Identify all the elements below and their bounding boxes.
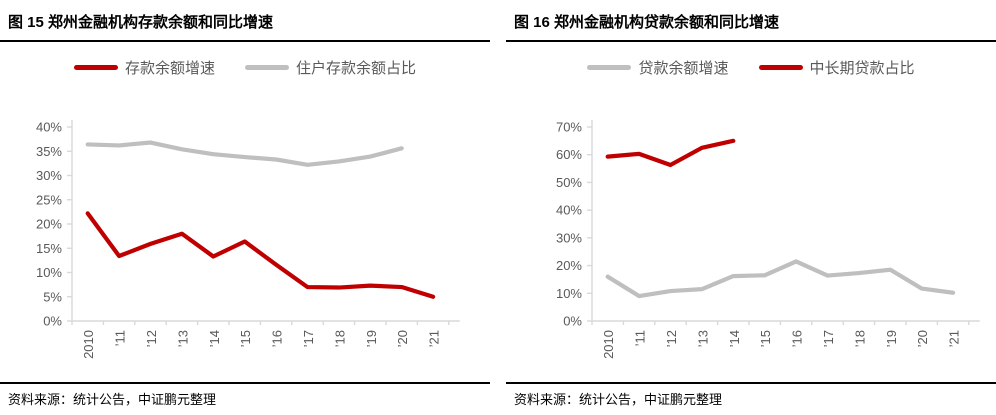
x-tick-label: ’18 — [852, 330, 867, 347]
x-tick-label: 2010 — [601, 330, 616, 359]
loan-chart-svg: 0% 10% 20% 30% 40% 50% 60% 70% 2010 ’11 ’12 ’13 ’14 ’… — [556, 120, 980, 359]
y-tick-label: 15% — [36, 241, 62, 256]
y-tick-label: 30% — [556, 230, 582, 245]
y-tick-label: 20% — [36, 217, 62, 232]
x-tick-label: ’17 — [821, 330, 836, 347]
legend-label: 中长期贷款占比 — [809, 59, 915, 77]
x-tick-label: ’11 — [113, 330, 128, 346]
gray-line-swatch — [587, 64, 632, 70]
legend-item-household-deposit-share: 住户存款余额占比 — [245, 57, 416, 78]
x-tick-label: ’14 — [727, 330, 742, 347]
x-tick-label: ’21 — [947, 330, 962, 347]
figure-15-title: 图 15 郑州金融机构存款余额和同比增速 — [8, 14, 274, 31]
legend-label: 贷款余额增速 — [638, 59, 729, 77]
y-tick-label: 40% — [36, 120, 62, 135]
source-divider — [506, 382, 996, 384]
figure-16-source: 资料来源：统计公告，中证鹏元整理 — [514, 392, 723, 407]
y-tick-label: 70% — [556, 120, 582, 135]
red-line-swatch — [758, 64, 803, 70]
x-tick-label: ’20 — [395, 330, 410, 347]
y-tick-label: 10% — [556, 286, 582, 301]
legend-item-deposit-growth: 存款余额增速 — [73, 57, 215, 78]
x-tick-label: ’21 — [427, 330, 442, 347]
x-tick-label: ’14 — [207, 330, 222, 347]
figure-15-source: 资料来源：统计公告，中证鹏元整理 — [8, 392, 217, 407]
x-tick-label: ’18 — [332, 330, 347, 347]
x-tick-label: ’17 — [301, 330, 316, 347]
x-tick-label: ’11 — [633, 330, 648, 346]
x-tick-label: ’12 — [664, 330, 679, 347]
y-tick-label: 20% — [556, 258, 582, 273]
legend-item-loan-growth: 贷款余额增速 — [587, 57, 729, 78]
source-divider — [0, 382, 490, 384]
title-divider — [506, 40, 996, 42]
red-line-swatch — [73, 64, 118, 70]
x-tick-label: ’19 — [364, 330, 379, 347]
figure-16-legend: 贷款余额增速 中长期贷款占比 — [506, 42, 996, 92]
y-tick-label: 10% — [36, 265, 62, 280]
x-tick-label: ’13 — [695, 330, 710, 347]
legend-item-mlt-loan-share: 中长期贷款占比 — [758, 57, 915, 78]
gray-line-swatch — [245, 64, 289, 70]
x-tick-label: ’19 — [884, 330, 899, 347]
x-tick-label: ’12 — [144, 330, 159, 347]
series-line-0 — [605, 259, 956, 299]
figure-16-panel: 图 16 郑州金融机构贷款余额和同比增速 贷款余额增速 中长期贷款占比 0% 10… — [506, 8, 996, 415]
y-tick-label: 30% — [36, 168, 62, 183]
y-tick-label: 25% — [36, 192, 62, 207]
figure-16-title: 图 16 郑州金融机构贷款余额和同比增速 — [514, 14, 780, 31]
title-divider — [0, 40, 490, 42]
legend-label: 住户存款余额占比 — [296, 59, 417, 77]
x-tick-label: ’15 — [758, 330, 773, 347]
figure-15-panel: 图 15 郑州金融机构存款余额和同比增速 存款余额增速 住户存款余额占比 0% 5… — [0, 8, 490, 415]
figure-15-legend: 存款余额增速 住户存款余额占比 — [0, 42, 490, 92]
y-tick-label: 5% — [43, 289, 62, 304]
series-line-0 — [85, 211, 436, 299]
x-tick-label: ’16 — [270, 330, 285, 347]
x-tick-label: ’20 — [915, 330, 930, 347]
deposit-chart-svg: 0% 5% 10% 15% 20% 25% 30% 35% 40% 2010 ’11 ’12 ’13 ’1… — [36, 120, 460, 359]
legend-label: 存款余额增速 — [124, 59, 215, 77]
x-tick-label: ’16 — [790, 330, 805, 347]
x-tick-label: ’15 — [238, 330, 253, 347]
y-tick-label: 35% — [36, 144, 62, 159]
series-line-1 — [605, 138, 736, 168]
y-tick-label: 50% — [556, 175, 582, 190]
y-tick-label: 60% — [556, 147, 582, 162]
y-tick-label: 0% — [563, 314, 582, 329]
y-tick-label: 40% — [556, 203, 582, 218]
x-tick-label: ’13 — [175, 330, 190, 347]
x-tick-label: 2010 — [81, 330, 96, 359]
series-line-1 — [85, 140, 404, 167]
y-tick-label: 0% — [43, 314, 62, 329]
